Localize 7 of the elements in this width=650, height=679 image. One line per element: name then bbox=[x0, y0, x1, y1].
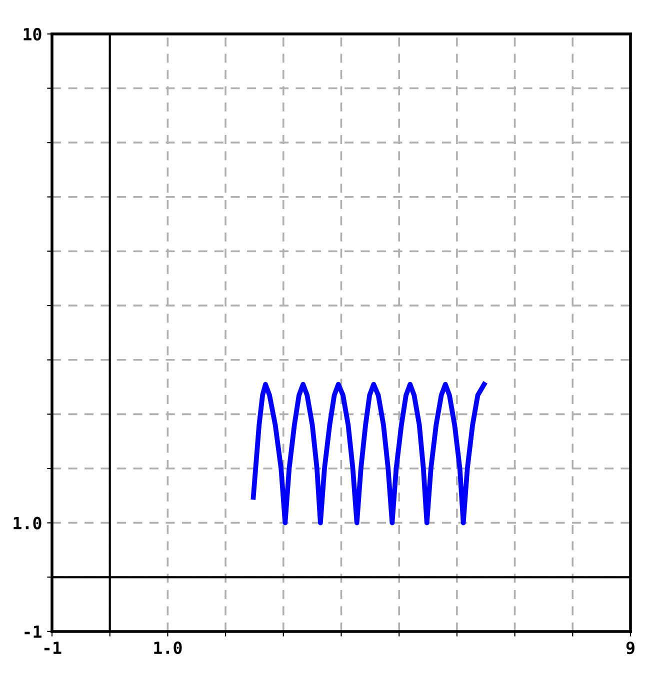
y-tick-label: 10 bbox=[24, 28, 42, 41]
x-tick-label: 1.0 bbox=[154, 641, 182, 654]
x-tick-label: -1 bbox=[44, 642, 62, 654]
y-tick-label: -1 bbox=[24, 626, 42, 638]
line-series bbox=[250, 382, 487, 526]
x-tick-label: 9 bbox=[626, 642, 634, 654]
y-tick-label: 1.0 bbox=[14, 516, 42, 530]
